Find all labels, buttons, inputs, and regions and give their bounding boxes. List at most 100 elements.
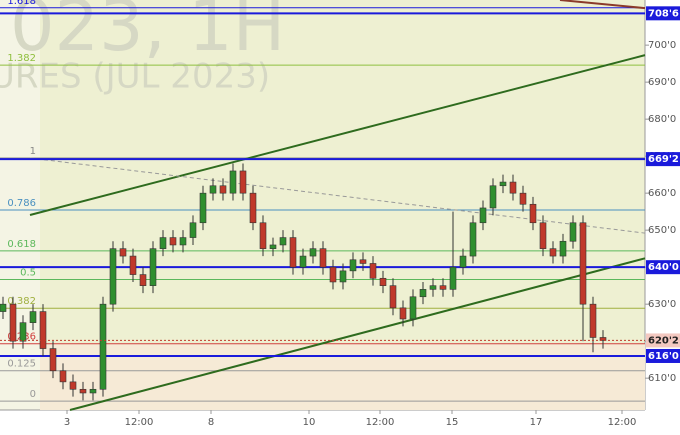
trendline [559, 0, 646, 10]
candle-body [379, 277, 387, 286]
candle-body [389, 285, 397, 309]
candle-body [529, 203, 537, 224]
candle-body [39, 311, 47, 349]
trendline [29, 54, 646, 216]
trendline [29, 157, 646, 234]
level-tag [646, 260, 680, 275]
candle-body [259, 222, 267, 249]
level-label: 640'0 [648, 262, 679, 273]
candle-body [359, 259, 367, 264]
candle-body [399, 307, 407, 320]
fib-label: 0 [30, 389, 36, 400]
y-tick-label: 610'0 [648, 373, 676, 384]
zone-shade [40, 343, 645, 410]
candle-body [109, 248, 117, 305]
y-tick-label: 690'0 [648, 77, 676, 88]
candle-body [179, 237, 187, 246]
candle-body [189, 222, 197, 238]
level-label: 708'6 [648, 8, 679, 19]
candle-body [169, 237, 177, 246]
level-tag [646, 348, 680, 363]
candle-body [89, 388, 97, 394]
candle-body [279, 237, 287, 246]
last-price-label: 620'2 [648, 335, 679, 346]
fib-label: 1 [30, 146, 36, 157]
level-label: 616'0 [648, 351, 679, 362]
x-tick-label: 12:00 [366, 417, 395, 428]
candle-body [349, 259, 357, 272]
y-tick-label: 700'0 [648, 40, 676, 51]
candle-body [409, 296, 417, 320]
candle-body [559, 240, 567, 257]
candle-body [249, 192, 257, 224]
level-tag [646, 6, 680, 21]
trendline [69, 257, 646, 411]
candle-body [29, 311, 37, 323]
candle-body [519, 192, 527, 205]
fib-label: 1.618 [7, 0, 36, 7]
plot-background [0, 0, 645, 410]
candle-body [599, 337, 607, 341]
x-tick-label: 17 [530, 417, 543, 428]
candle-body [269, 244, 277, 249]
candle-body [289, 237, 297, 268]
x-tick-label: 15 [446, 417, 459, 428]
candle-body [149, 248, 157, 286]
candle-body [19, 322, 27, 342]
candle-body [499, 181, 507, 187]
candle-body [319, 248, 327, 268]
candle-body [449, 266, 457, 290]
candle-body [99, 303, 107, 390]
candle-body [329, 266, 337, 283]
x-tick-label: 12:00 [125, 417, 154, 428]
candle-body [479, 207, 487, 224]
fib-label: 0.5 [20, 268, 36, 279]
x-tick-label: 12:00 [608, 417, 637, 428]
candle-body [539, 222, 547, 249]
x-tick-label: 10 [303, 417, 316, 428]
candle-body [9, 303, 17, 342]
fib-label: 1.382 [7, 53, 36, 64]
fib-label: 0.125 [7, 359, 36, 370]
x-tick-label: 8 [208, 417, 214, 428]
candle-body [549, 248, 557, 257]
level-tag [646, 152, 680, 167]
candle-body [239, 170, 247, 194]
candle-body [419, 289, 427, 298]
candle-body [119, 248, 127, 257]
candle-body [369, 263, 377, 279]
candle-body [299, 255, 307, 268]
candle-body [199, 192, 207, 224]
candle-body [0, 303, 7, 312]
y-tick-label: 660'0 [648, 188, 676, 199]
y-tick-label: 680'0 [648, 114, 676, 125]
candle-body [229, 170, 237, 194]
watermark: 023, 1H [10, 0, 285, 67]
last-price-tag [646, 333, 680, 348]
candle-body [589, 303, 597, 338]
candle-body [309, 248, 317, 257]
candle-body [509, 181, 517, 194]
candle-body [159, 237, 167, 249]
candle-body [139, 274, 147, 286]
fib-label: 0.382 [7, 296, 36, 307]
candle-body [219, 185, 227, 194]
y-tick-label: 630'0 [648, 299, 676, 310]
candle-body [429, 285, 437, 290]
candle-body [469, 222, 477, 257]
level-label: 669'2 [648, 154, 679, 165]
candle-body [339, 270, 347, 283]
watermark: URES (JUL 2023) [0, 57, 270, 97]
candle-body [59, 370, 67, 383]
candle-body [209, 185, 217, 194]
candle-body [569, 222, 577, 242]
fib-label: 0.786 [7, 198, 36, 209]
candle-body [579, 222, 587, 305]
candle-body [69, 381, 77, 390]
candle-body [489, 185, 497, 209]
candle-body [79, 388, 87, 394]
candle-body [439, 285, 447, 290]
x-tick-label: 3 [64, 417, 70, 428]
plot-left-shade [0, 0, 40, 410]
